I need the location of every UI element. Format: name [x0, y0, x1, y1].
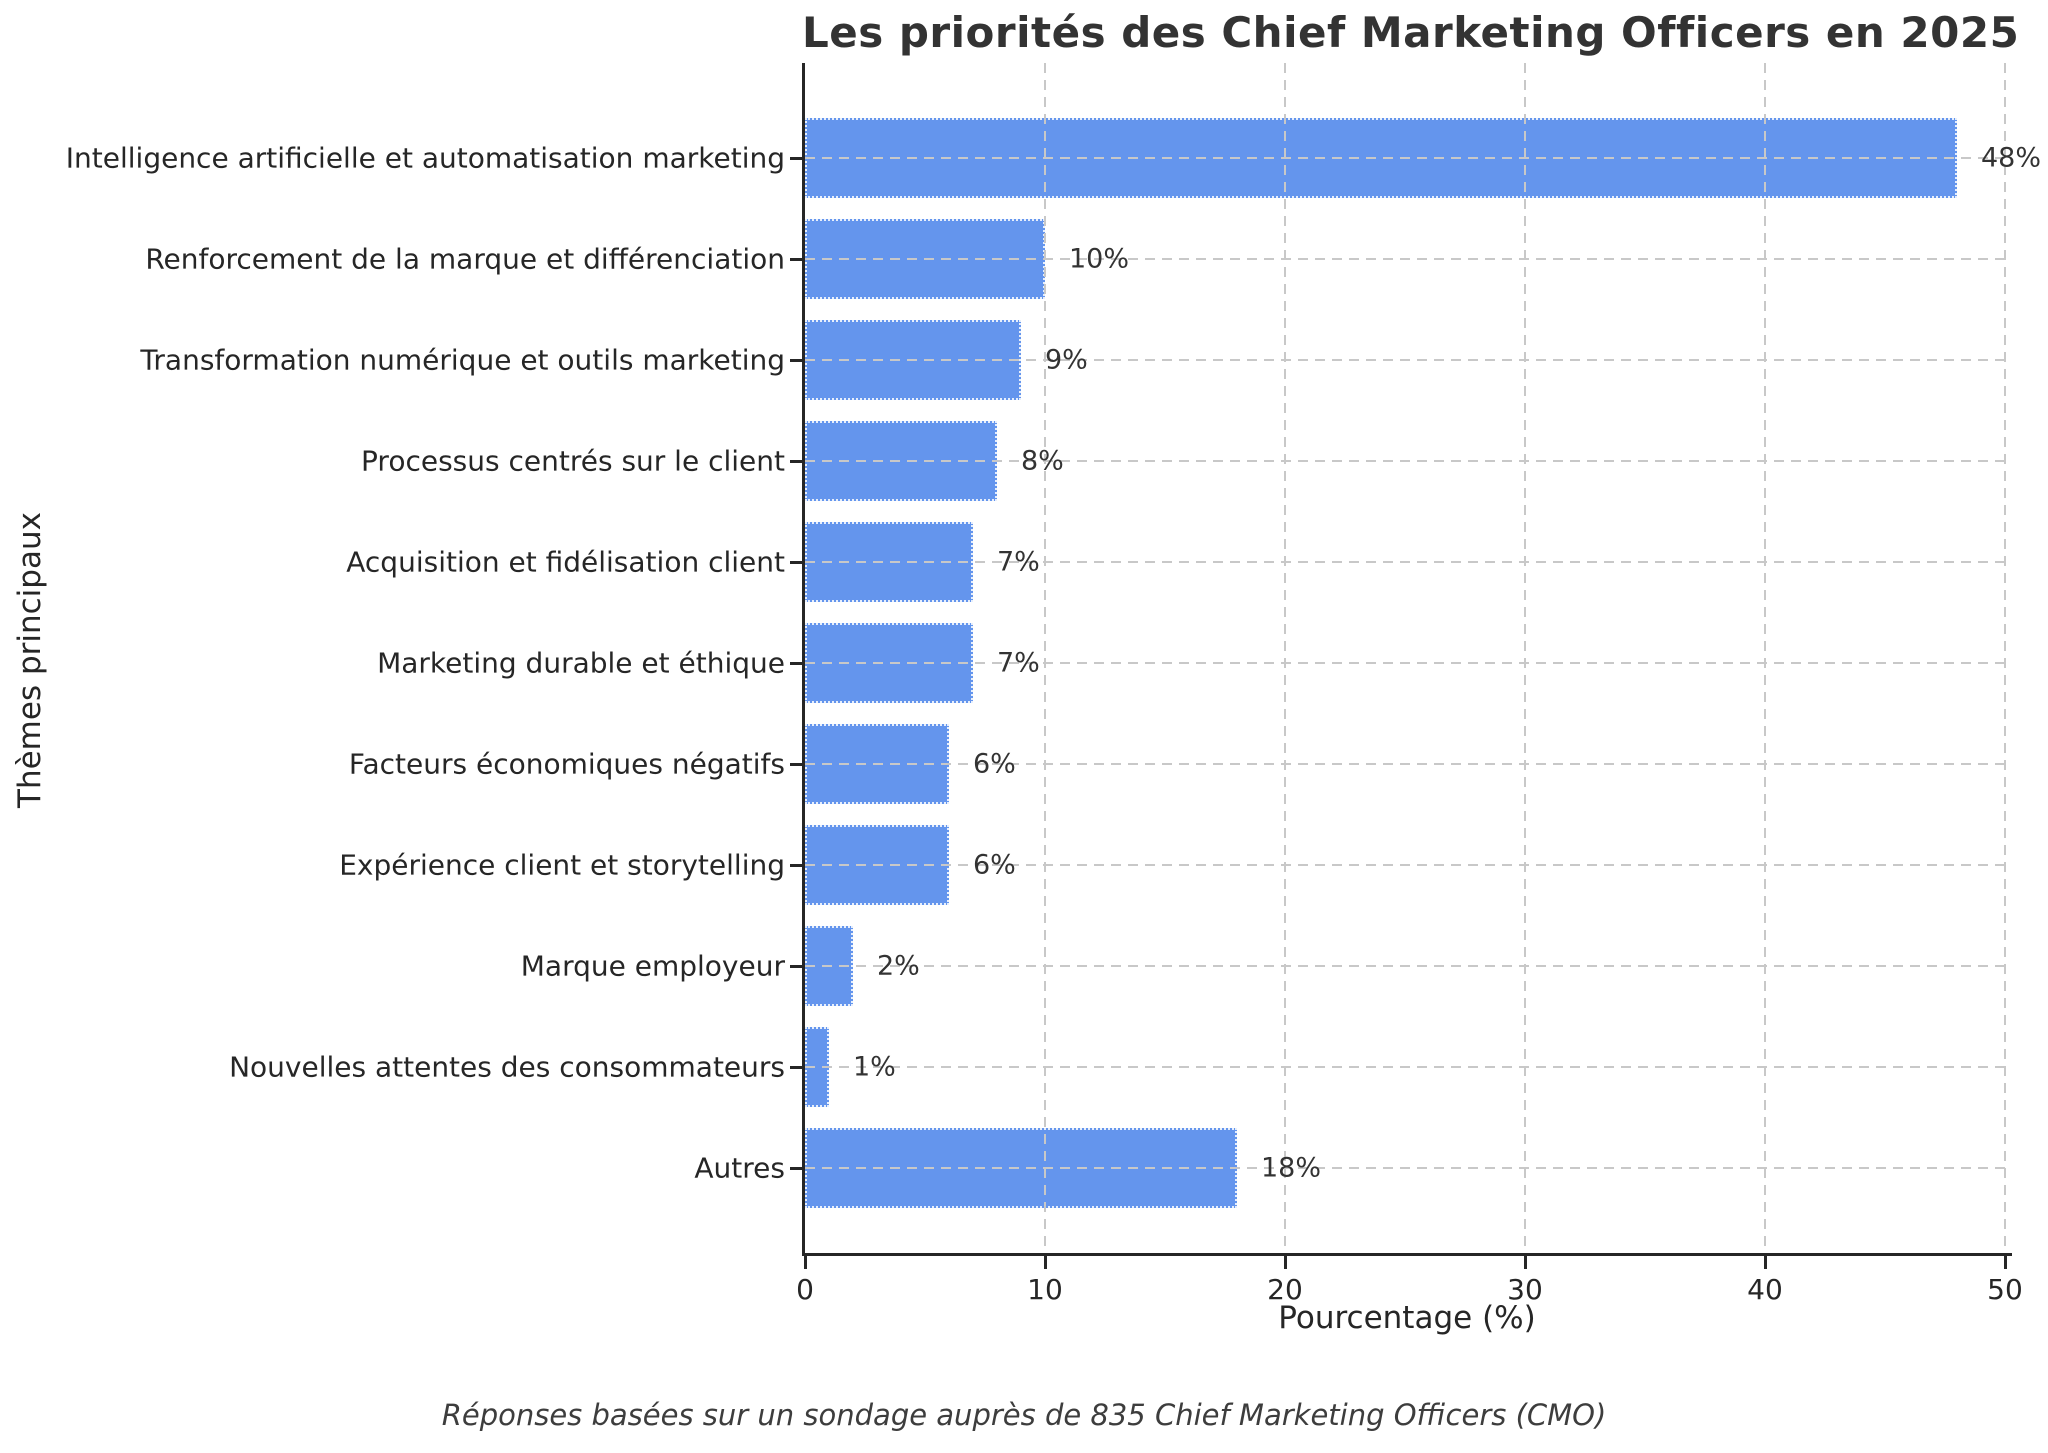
x-tick-label: 50: [1987, 1273, 2023, 1306]
footnote: Réponses basées sur un sondage auprès de…: [441, 1398, 1607, 1432]
y-tick: [790, 157, 802, 160]
category-label: Processus centrés sur le client: [361, 444, 785, 478]
h-gridline: [805, 460, 2012, 462]
y-tick: [790, 662, 802, 665]
category-label: Acquisition et fidélisation client: [346, 545, 785, 579]
bar-value-label: 10%: [1069, 243, 1130, 275]
bar-value-label: 2%: [877, 950, 920, 982]
category-label: Autres: [694, 1151, 785, 1185]
h-gridline: [805, 561, 2012, 563]
bar-value-label: 8%: [1021, 445, 1064, 477]
h-gridline: [805, 359, 2012, 361]
x-tick-label: 30: [1507, 1273, 1543, 1306]
x-tick-label: 40: [1747, 1273, 1783, 1306]
bar-value-label: 9%: [1045, 344, 1088, 376]
y-tick: [790, 460, 802, 463]
x-tick: [1284, 1256, 1287, 1269]
y-tick: [790, 561, 802, 564]
h-gridline: [805, 662, 2012, 664]
h-gridline: [805, 1167, 2012, 1169]
x-axis-label: Pourcentage (%): [1278, 1300, 1536, 1336]
category-label: Renforcement de la marque et différencia…: [145, 242, 785, 276]
bar-value-label: 7%: [997, 647, 1040, 679]
h-gridline: [805, 1066, 2012, 1068]
category-label: Expérience client et storytelling: [339, 848, 785, 882]
x-tick: [2004, 1256, 2007, 1269]
y-tick: [790, 864, 802, 867]
h-gridline: [805, 763, 2012, 765]
h-gridline: [805, 864, 2012, 866]
y-tick: [790, 258, 802, 261]
v-gridline: [1284, 63, 1286, 1253]
x-tick: [1764, 1256, 1767, 1269]
h-gridline: [805, 258, 2012, 260]
plot-area: 0 10 20 30 40 50 48% Intelligence artificielle …: [66, 63, 2041, 1306]
x-tick: [804, 1256, 807, 1269]
v-gridline: [1524, 63, 1526, 1253]
x-tick: [1044, 1256, 1047, 1269]
y-tick: [790, 1066, 802, 1069]
category-label: Marque employeur: [520, 949, 785, 983]
bar-value-label: 18%: [1261, 1152, 1322, 1184]
bar-value-label: 1%: [853, 1051, 896, 1083]
x-tick: [1524, 1256, 1527, 1269]
x-tick-label: 20: [1267, 1273, 1303, 1306]
v-gridline: [1764, 63, 1766, 1253]
bar-value-label: 7%: [997, 546, 1040, 578]
bar-value-label: 48%: [1981, 142, 2042, 174]
bar-value-label: 6%: [973, 849, 1016, 881]
category-label: Facteurs économiques négatifs: [348, 747, 785, 781]
x-tick-label: 10: [1027, 1273, 1063, 1306]
category-label: Intelligence artificielle et automatisat…: [65, 141, 785, 175]
h-gridline: [805, 965, 2012, 967]
v-gridline: [1044, 63, 1046, 1253]
x-tick-label: 0: [796, 1273, 814, 1306]
category-label: Transformation numérique et outils marke…: [140, 343, 785, 377]
y-tick: [790, 965, 802, 968]
bar-value-label: 6%: [973, 748, 1016, 780]
y-tick: [790, 359, 802, 362]
y-tick: [790, 763, 802, 766]
chart-title: Les priorités des Chief Marketing Office…: [802, 8, 2020, 57]
category-label: Marketing durable et éthique: [377, 646, 785, 680]
h-gridline: [805, 157, 2012, 159]
v-gridline: [2004, 63, 2006, 1253]
y-tick: [790, 1167, 802, 1170]
category-label: Nouvelles attentes des consommateurs: [229, 1050, 785, 1084]
